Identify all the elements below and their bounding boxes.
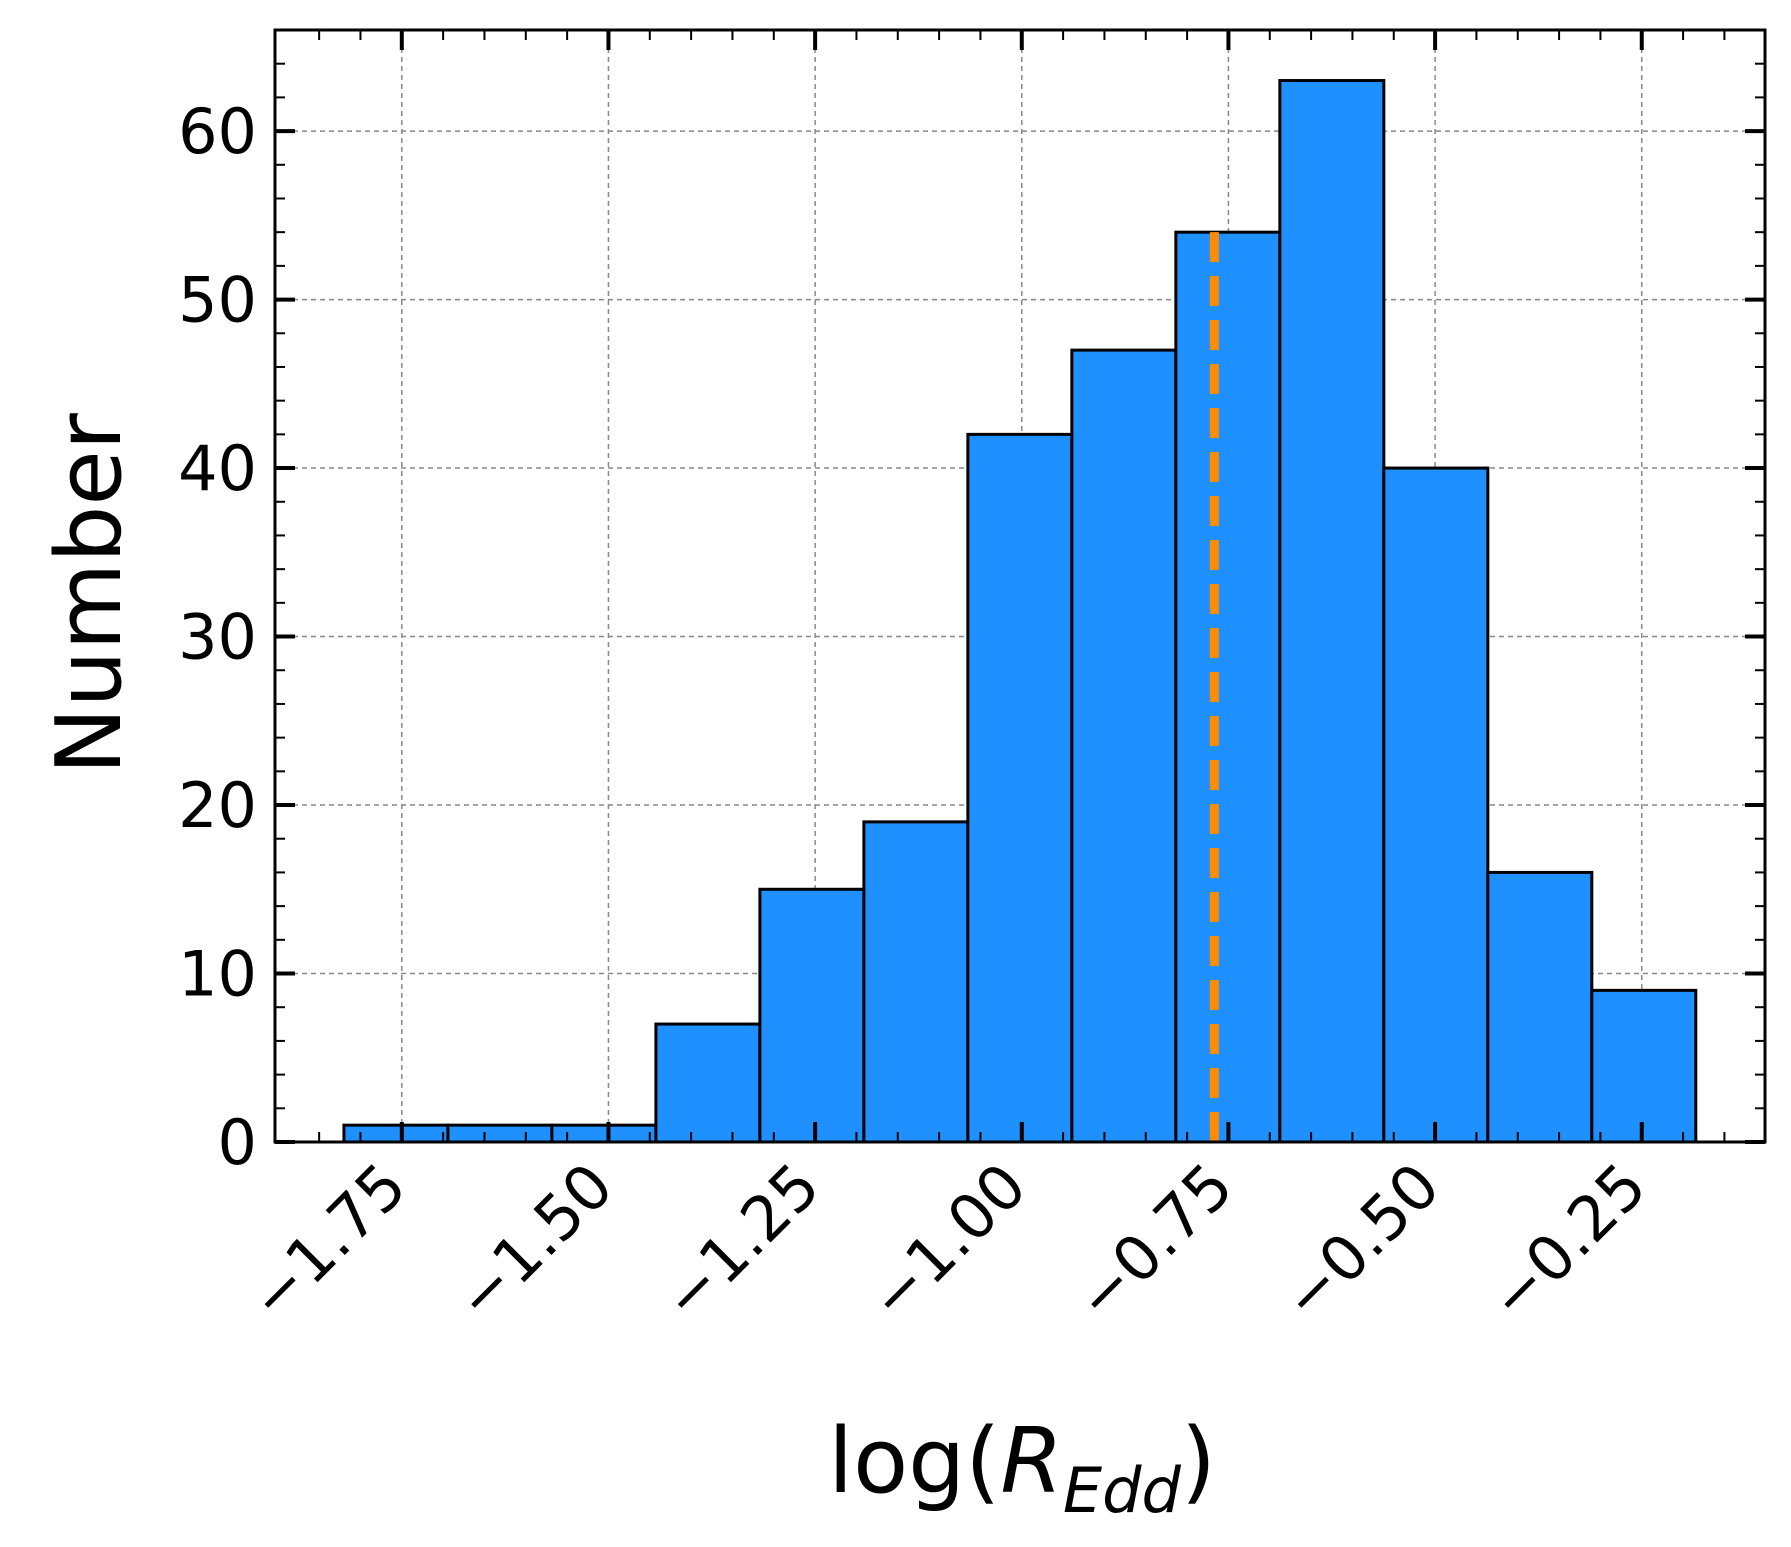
y-tick-label: 50	[178, 264, 257, 337]
y-tick-label: 0	[218, 1106, 257, 1179]
histogram-bar	[1382, 466, 1490, 1144]
histogram-bar	[862, 820, 970, 1144]
histogram-bar	[446, 1123, 554, 1144]
histogram-bar	[966, 432, 1074, 1144]
x-axis-label: log(REdd)	[828, 1409, 1216, 1527]
x-axis-label-variable: R	[1000, 1409, 1063, 1514]
x-axis-label-suffix: )	[1181, 1409, 1216, 1514]
y-tick-label: 20	[178, 769, 257, 842]
x-tick-label: −0.25	[1474, 1149, 1660, 1335]
x-tick-label: −1.25	[648, 1149, 834, 1335]
x-axis-label-prefix: log(	[828, 1409, 1000, 1514]
y-tick-label: 40	[178, 432, 257, 505]
histogram-bar	[654, 1022, 762, 1144]
histogram-bars	[342, 79, 1698, 1144]
x-tick-label: −0.50	[1268, 1149, 1454, 1335]
x-tick-labels: −1.75 −1.50 −1.25 −1.00 −0.75 −0.50 −0.25	[234, 1149, 1660, 1335]
x-tick-label: −1.00	[854, 1149, 1040, 1335]
x-axis-label-subscript: Edd	[1063, 1454, 1182, 1527]
histogram-bar	[1486, 870, 1594, 1144]
histogram-bar	[1278, 79, 1386, 1144]
histogram-bar	[758, 887, 866, 1144]
histogram-bar	[1174, 230, 1282, 1144]
y-tick-labels: 0 10 20 30 40 50 60	[178, 95, 257, 1179]
x-tick-label: −1.50	[441, 1149, 627, 1335]
histogram-bar	[1590, 988, 1698, 1144]
x-tick-label: −0.75	[1061, 1149, 1247, 1335]
axis-ticks	[275, 29, 1765, 1144]
x-tick-label: −1.75	[234, 1149, 420, 1335]
plot-frame	[273, 28, 1767, 1144]
y-tick-label: 30	[178, 601, 257, 674]
y-tick-label: 10	[178, 938, 257, 1011]
histogram-bar	[1070, 348, 1178, 1144]
y-tick-label: 60	[178, 95, 257, 168]
y-axis-label: Number	[37, 413, 142, 775]
